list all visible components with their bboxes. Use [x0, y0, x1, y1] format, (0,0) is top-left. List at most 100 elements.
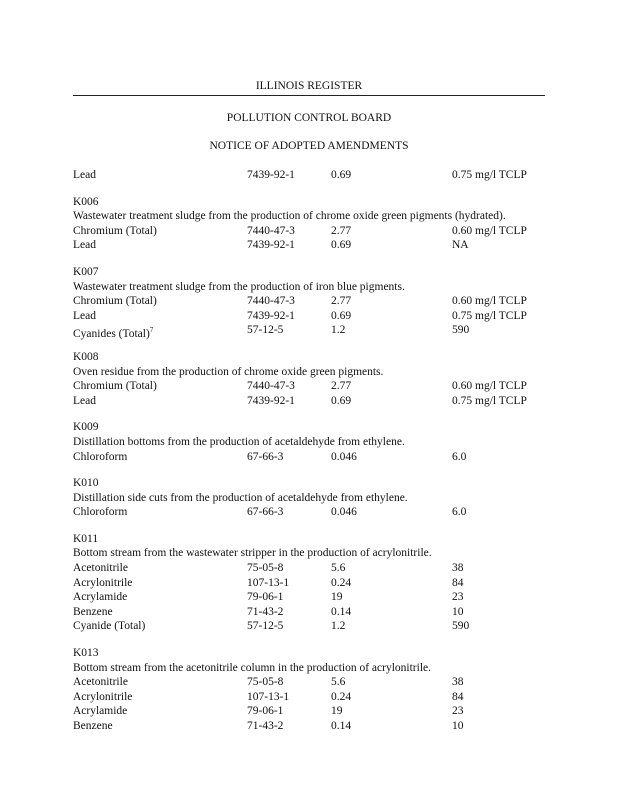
wastewater-standard: 5.6	[331, 562, 346, 575]
nonwastewater-standard: 0.75 mg/l TCLP	[452, 394, 527, 407]
waste-code-section: K009 Distillation bottoms from the produ…	[73, 420, 553, 464]
table-row: Lead 7439-92-1 0.69 0.75 mg/l TCLP	[73, 394, 553, 409]
constituent-cell: Chromium (Total)	[73, 379, 157, 394]
constituent: Cyanide (Total)	[73, 620, 146, 633]
constituent: Chloroform	[73, 450, 128, 463]
nonwastewater-standard: 6.0	[452, 506, 467, 519]
table-row: Lead 7439-92-1 0.69 NA	[73, 238, 553, 253]
waste-code-section: K013 Bottom stream from the acetonitrile…	[73, 646, 553, 734]
cas-number: 107-13-1	[247, 576, 290, 589]
cas-number: 71-43-2	[247, 720, 284, 732]
wastewater-standard: 0.69	[331, 394, 352, 407]
nonwastewater-standard: 38	[452, 562, 464, 575]
table-row: Chloroform 67-66-3 0.046 6.0	[73, 450, 553, 465]
constituent: Acrylamide	[73, 591, 128, 604]
cas-number: 7439-92-1	[247, 309, 295, 322]
nonwastewater-standard: 0.60 mg/l TCLP	[452, 224, 527, 237]
notice-title: NOTICE OF ADOPTED AMENDMENTS	[209, 140, 409, 152]
waste-code: K008	[73, 350, 99, 363]
constituent: Chromium (Total)	[73, 224, 157, 237]
table-row: Lead 7439-92-1 0.69 0.75 mg/l TCLP	[73, 309, 553, 324]
wastewater-standard: 2.77	[331, 295, 352, 308]
constituent: Benzene	[73, 720, 113, 732]
constituent-cell: Chloroform	[73, 505, 127, 520]
cas-number: 7440-47-3	[247, 295, 295, 308]
wastewater-standard: 0.69	[331, 239, 352, 252]
nonwastewater-standard: 23	[452, 591, 464, 604]
table-row: Acetonitrile 75-05-8 5.6 38	[73, 675, 553, 690]
constituent: Acrylamide	[73, 705, 128, 718]
cas-number: 107-13-1	[247, 690, 290, 703]
constituent-cell: Cyanides (Total)7	[73, 323, 153, 341]
table-row: Lead 7439-92-1 0.69 0.75 mg/l TCLP	[73, 168, 553, 183]
wastewater-standard: 1.2	[331, 620, 346, 633]
constituent: Acrylonitrile	[73, 576, 133, 589]
nonwastewater-standard: 10	[452, 605, 464, 618]
nonwastewater-standard: NA	[452, 239, 469, 252]
constituent: Lead	[73, 309, 96, 322]
table-row: Chromium (Total) 7440-47-3 2.77 0.60 mg/…	[73, 224, 553, 239]
waste-table: Lead 7439-92-1 0.69 0.75 mg/l TCLP K006 …	[73, 168, 553, 734]
nonwastewater-standard: 10	[452, 720, 464, 732]
wastewater-standard: 0.24	[331, 576, 352, 589]
constituent-cell: Acrylamide	[73, 704, 127, 719]
constituent-cell: Lead	[73, 309, 96, 324]
constituent: Acrylonitrile	[73, 690, 133, 703]
running-header: ILLINOIS REGISTER	[255, 80, 363, 92]
table-row: Benzene 71-43-2 0.14 10	[73, 719, 553, 734]
table-row: Chloroform 67-66-3 0.046 6.0	[73, 505, 553, 520]
nonwastewater-standard: 590	[452, 620, 470, 633]
waste-code-section: K010 Distillation side cuts from the pro…	[73, 476, 553, 520]
cas-number: 57-12-5	[247, 620, 284, 633]
waste-description: Wastewater treatment sludge from the pro…	[73, 210, 506, 223]
waste-code: K009	[73, 421, 99, 434]
cas-number: 7440-47-3	[247, 380, 295, 393]
waste-code: K007	[73, 265, 99, 278]
agency-title: POLLUTION CONTROL BOARD	[226, 112, 392, 124]
wastewater-standard: 19	[331, 591, 343, 604]
nonwastewater-standard: 84	[452, 690, 464, 703]
nonwastewater-standard: 0.75 mg/l TCLP	[452, 169, 527, 181]
waste-description: Distillation side cuts from the producti…	[73, 491, 408, 504]
wastewater-standard: 0.69	[331, 169, 352, 181]
wastewater-standard: 0.14	[331, 605, 352, 618]
waste-description: Oven residue from the production of chro…	[73, 365, 384, 378]
waste-code: K006	[73, 195, 99, 208]
waste-description: Bottom stream from the wastewater stripp…	[73, 547, 432, 560]
waste-code: K011	[73, 532, 99, 545]
constituent-cell: Acrylonitrile	[73, 576, 132, 591]
table-row: Acetonitrile 75-05-8 5.6 38	[73, 561, 553, 576]
waste-code: K013	[73, 647, 99, 660]
cas-number: 75-05-8	[247, 562, 284, 575]
constituent-cell: Lead	[73, 394, 96, 409]
constituent-cell: Chromium (Total)	[73, 294, 157, 309]
constituent-cell: Acetonitrile	[73, 675, 128, 690]
wastewater-standard: 0.046	[331, 506, 357, 519]
table-row: Chromium (Total) 7440-47-3 2.77 0.60 mg/…	[73, 294, 553, 309]
waste-description: Wastewater treatment sludge from the pro…	[73, 280, 405, 293]
constituent-cell: Cyanide (Total)	[73, 619, 145, 634]
constituent-cell: Benzene	[73, 719, 113, 734]
waste-code-section: K006 Wastewater treatment sludge from th…	[73, 195, 553, 253]
cas-number: 75-05-8	[247, 676, 284, 689]
table-row: Acrylamide 79-06-1 19 23	[73, 590, 553, 605]
wastewater-standard: 2.77	[331, 224, 352, 237]
nonwastewater-standard: 590	[452, 324, 470, 337]
nonwastewater-standard: 6.0	[452, 450, 467, 463]
table-row: Cyanides (Total)7 57-12-5 1.2 590	[73, 323, 553, 341]
nonwastewater-standard: 84	[452, 576, 464, 589]
constituent: Chromium (Total)	[73, 295, 157, 308]
constituent-cell: Acrylamide	[73, 590, 127, 605]
wastewater-standard: 1.2	[331, 324, 346, 337]
wastewater-standard: 5.6	[331, 676, 346, 689]
nonwastewater-standard: 0.60 mg/l TCLP	[452, 295, 527, 308]
table-row: Acrylonitrile 107-13-1 0.24 84	[73, 576, 553, 591]
waste-description: Bottom stream from the acetonitrile colu…	[73, 661, 431, 674]
constituent-cell: Acrylonitrile	[73, 690, 132, 705]
constituent: Chloroform	[73, 506, 128, 519]
nonwastewater-standard: 38	[452, 676, 464, 689]
wastewater-standard: 0.24	[331, 690, 352, 703]
table-row: Benzene 71-43-2 0.14 10	[73, 605, 553, 620]
cas-number: 7439-92-1	[247, 239, 295, 252]
waste-description: Distillation bottoms from the production…	[73, 435, 405, 448]
